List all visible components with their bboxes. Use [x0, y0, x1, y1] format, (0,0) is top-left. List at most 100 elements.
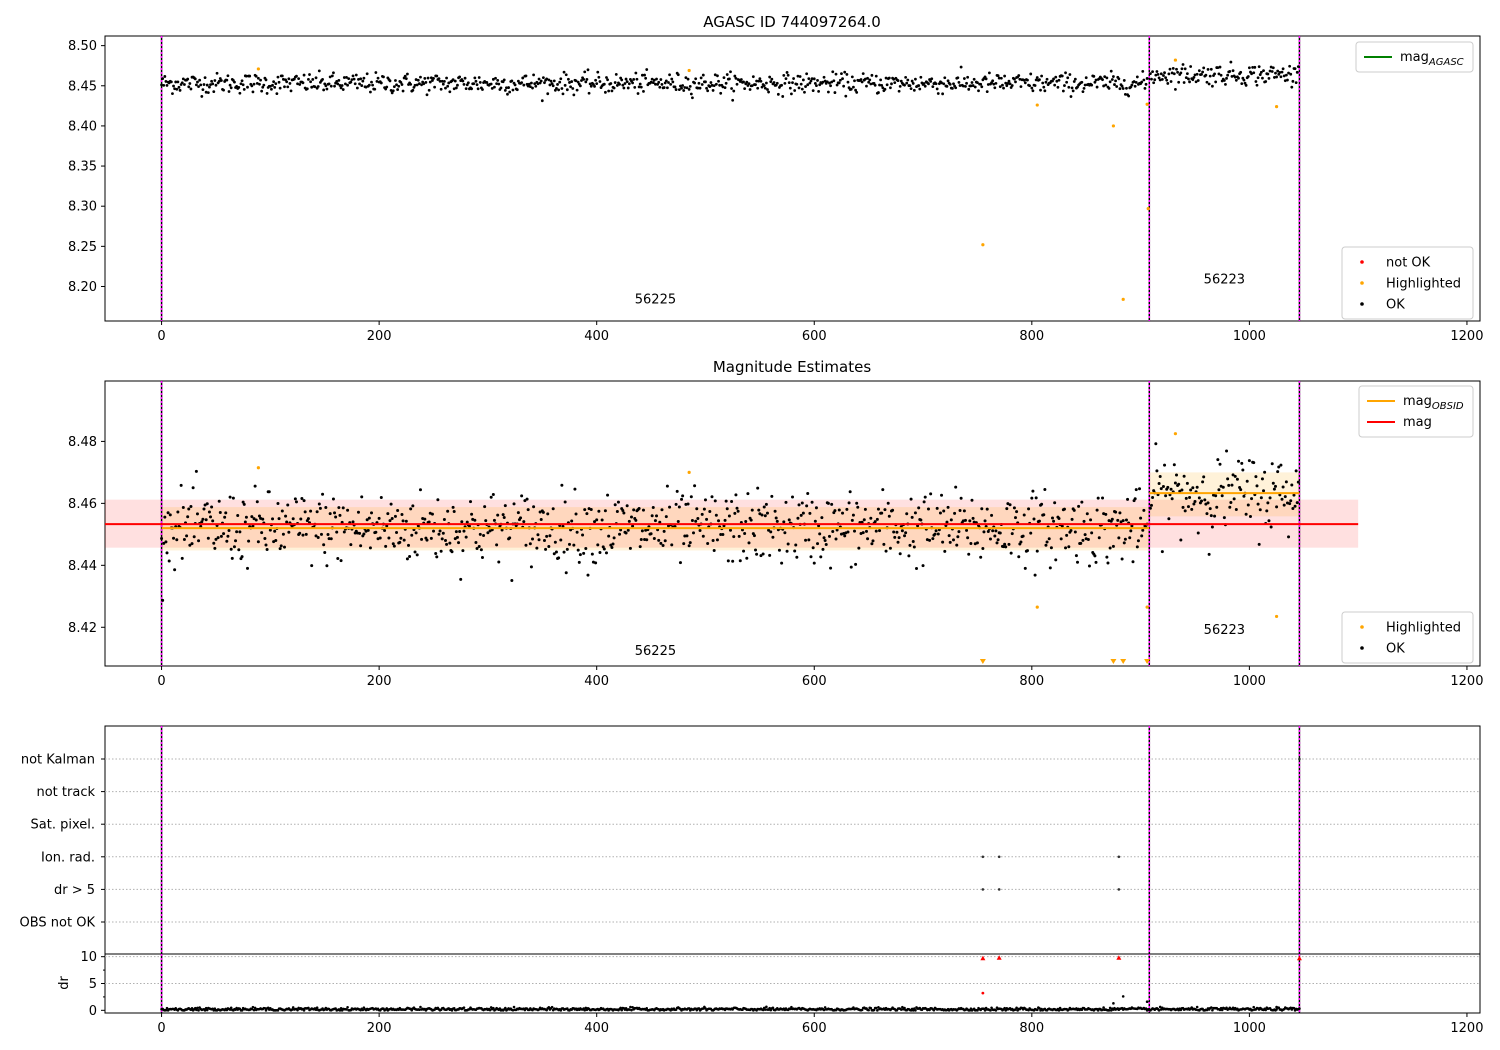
panel-1-bottom-legend-label: OK	[1386, 298, 1405, 313]
panel-1-ok-point	[439, 87, 443, 91]
panel-2-ok-point	[1118, 511, 1122, 515]
panel-1-ok-point	[311, 78, 315, 81]
panel-2-ok-point	[1009, 551, 1013, 555]
panel-1-ok-point	[754, 83, 757, 87]
panel-1-ok-point	[1253, 65, 1257, 69]
panel-2-ok-point	[1179, 538, 1183, 542]
panel-2-ok-point	[443, 539, 447, 543]
panel-2-ok-point	[243, 520, 247, 524]
panel-2-ok-point	[774, 516, 778, 520]
panel-1-ok-point	[766, 88, 769, 91]
panel-2-highlighted-point	[1274, 614, 1279, 619]
panel-2-ok-point	[164, 540, 168, 544]
panel-2-ok-point	[457, 541, 461, 545]
panel-2-ok-point	[755, 552, 759, 556]
panel-1-ok-point	[1114, 79, 1117, 83]
panel-1-ok-point	[292, 77, 296, 81]
panel-1-ok-point	[613, 81, 617, 84]
panel-2-ok-point	[746, 492, 750, 496]
panel-1-ok-point	[1081, 90, 1085, 94]
panel-1-ok-point	[330, 74, 334, 78]
panel-1-ok-point	[677, 88, 681, 92]
panel-2-ok-point	[495, 543, 499, 547]
panel-2-ok-point	[1287, 535, 1291, 539]
panel-1-ok-point	[394, 79, 397, 82]
panel-1-highlighted-point	[981, 243, 985, 247]
panel-1-ok-point	[837, 81, 841, 85]
panel-1-ok-point	[327, 82, 331, 86]
panel-2-ok-point	[399, 536, 403, 540]
panel-2-ok-point	[1004, 545, 1008, 549]
dr-ok-point	[629, 1005, 632, 1009]
panel-1-ok-point	[986, 83, 990, 86]
panel-2-ok-point	[1027, 507, 1031, 511]
dr-ok-point	[1145, 1000, 1149, 1004]
panel-2-ok-point	[1189, 488, 1193, 492]
panel-2-ok-point	[814, 506, 818, 510]
panel-2-ok-point	[192, 535, 196, 539]
panel-1-ok-point	[961, 84, 965, 88]
panel-2-ok-point	[787, 518, 791, 522]
panel-1-ok-point	[1060, 74, 1064, 78]
panel-1-ok-point	[272, 80, 276, 84]
panel-1-ok-point	[403, 74, 407, 78]
panel-1-ok-point	[889, 86, 892, 90]
panel-2-ok-point	[261, 517, 265, 521]
panel-1-ok-point	[429, 76, 433, 80]
panel-1-bottom-legend-marker	[1360, 302, 1364, 306]
panel-2-ok-point	[661, 543, 665, 547]
panel-1-ok-point	[1167, 72, 1171, 76]
panel-1-ok-point	[298, 83, 302, 86]
panel-2-ok-point	[606, 493, 610, 497]
dr-ok-point	[697, 1007, 701, 1010]
panel-1-ok-point	[1243, 81, 1247, 85]
panel-2-ok-point	[477, 545, 481, 549]
panel-1-ok-point	[187, 85, 191, 89]
panel-1-ok-point	[792, 77, 795, 80]
panel-1-ok-point	[755, 79, 759, 83]
panel-1-ok-point	[280, 74, 284, 78]
panel-2-ok-point	[328, 512, 332, 516]
panel-1-ok-point	[1115, 85, 1119, 88]
panel-1-ok-point	[842, 84, 846, 88]
panel-1-ok-point	[432, 76, 435, 80]
panel-1-ok-point	[667, 81, 670, 84]
panel-2-ok-point	[448, 541, 452, 545]
panel-1-ok-point	[278, 86, 282, 90]
panel-2-ok-point	[637, 506, 641, 510]
panel-2-ok-point	[271, 517, 275, 521]
panel-1-ok-point	[914, 77, 917, 81]
panel-2-ok-point	[388, 519, 392, 523]
panel-1-ok-point	[943, 76, 947, 80]
panel-2-ok-point	[445, 542, 449, 546]
panel-1-ok-point	[716, 74, 719, 78]
panel-1-x-tick-label: 1000	[1233, 329, 1266, 344]
panel-2-ok-point	[887, 514, 891, 518]
panel-2-ok-point	[1034, 496, 1038, 500]
panel-1-ok-point	[395, 83, 398, 87]
panel-1-ok-point	[657, 80, 661, 84]
panel-1-ok-point	[880, 84, 884, 87]
panel-1-ok-point	[1034, 78, 1038, 82]
panel-1-ok-point	[494, 76, 497, 80]
panel-1-ok-point	[897, 89, 901, 93]
panel-2-ok-point	[595, 518, 599, 522]
panel-2-ok-point	[1257, 542, 1261, 546]
panel-2-ok-point	[180, 556, 184, 560]
dr-ok-point	[512, 1005, 516, 1009]
panel-1-ok-point	[965, 81, 968, 85]
panel-1-ok-point	[1094, 78, 1098, 82]
panel-2-ok-point	[1235, 477, 1239, 481]
panel-1-ok-point	[549, 79, 553, 83]
panel-2-y-tick-label: 8.42	[68, 621, 97, 636]
panel-2-ok-point	[1242, 494, 1246, 498]
panel-2-ok-point	[1140, 534, 1144, 538]
panel-2-ok-point	[831, 530, 835, 534]
panel-2-ok-point	[1124, 518, 1128, 522]
panel-2-ok-point	[1167, 517, 1171, 521]
panel-1-x-tick-label: 200	[367, 329, 392, 344]
panel-2-ok-point	[638, 545, 642, 549]
panel-2-ok-point	[913, 511, 917, 515]
flag-row-label: OBS not OK	[20, 916, 96, 931]
panel-1-ok-point	[1113, 83, 1116, 86]
